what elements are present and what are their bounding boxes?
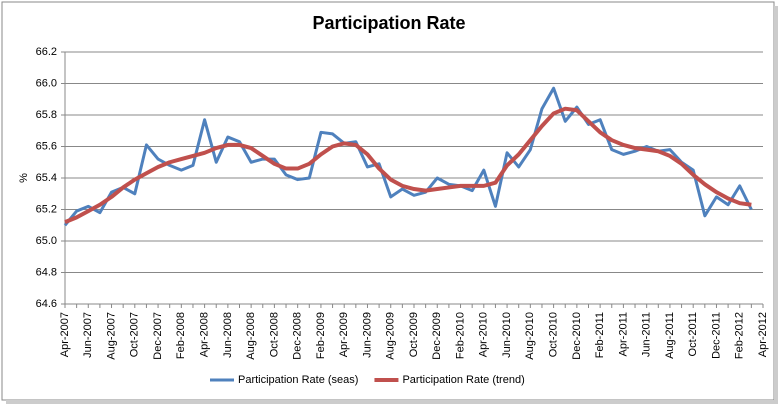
- x-tick-label: Apr-2008: [199, 312, 211, 357]
- x-tick-label: Jun-2007: [82, 312, 94, 358]
- x-tick-label: Apr-2011: [617, 312, 629, 356]
- chart-frame: [1, 1, 775, 401]
- legend-label: Participation Rate (trend): [402, 374, 524, 386]
- y-tick-label: 64.6: [36, 298, 57, 310]
- x-tick-label: Dec-2007: [152, 312, 164, 360]
- x-tick-label: Feb-2012: [734, 312, 746, 359]
- x-tick-label: Oct-2007: [129, 312, 141, 357]
- y-tick-label: 65.0: [36, 235, 57, 247]
- x-tick-label: Feb-2011: [594, 312, 606, 358]
- y-tick-label: 66.0: [36, 77, 57, 89]
- x-tick-label: Aug-2009: [385, 312, 397, 360]
- y-tick-label: 65.2: [36, 203, 57, 215]
- frame-shadow: [774, 6, 778, 404]
- series-line: [64, 106, 752, 224]
- x-tick-label: Oct-2009: [408, 312, 420, 357]
- legend-label: Participation Rate (seas): [238, 374, 358, 386]
- y-tick-label: 66.2: [36, 46, 57, 58]
- x-tick-label: Jun-2008: [222, 312, 234, 358]
- x-tick-label: Aug-2007: [105, 312, 117, 360]
- x-tick-label: Jun-2011: [641, 312, 653, 357]
- y-axis-label: %: [18, 173, 30, 183]
- x-tick-label: Dec-2008: [292, 312, 304, 360]
- x-tick-label: Dec-2009: [431, 312, 443, 360]
- x-tick-label: Oct-2010: [548, 312, 560, 357]
- x-tick-label: Feb-2010: [454, 312, 466, 359]
- x-tick-label: Dec-2011: [710, 312, 722, 359]
- y-tick-label: 64.8: [36, 266, 57, 278]
- x-tick-label: Jun-2010: [501, 312, 513, 358]
- x-tick-label: Apr-2012: [757, 312, 769, 357]
- x-tick-label: Apr-2007: [59, 312, 71, 357]
- x-tick-label: Feb-2009: [315, 312, 327, 359]
- x-tick-label: Dec-2010: [571, 312, 583, 360]
- x-tick-label: Aug-2011: [664, 312, 676, 359]
- x-tick-label: Aug-2010: [524, 312, 536, 360]
- x-tick-label: Oct-2008: [268, 312, 280, 357]
- chart-title: Participation Rate: [312, 13, 465, 33]
- x-tick-label: Jun-2009: [361, 312, 373, 358]
- frame-shadow: [6, 400, 778, 404]
- x-tick-label: Apr-2009: [338, 312, 350, 357]
- x-tick-label: Apr-2010: [478, 312, 490, 357]
- x-tick-label: Oct-2011: [687, 312, 699, 356]
- series-line: [63, 86, 753, 227]
- x-tick-label: Feb-2008: [175, 312, 187, 359]
- y-tick-label: 65.6: [36, 140, 57, 152]
- x-tick-label: Aug-2008: [245, 312, 257, 360]
- y-tick-label: 65.8: [36, 109, 57, 121]
- y-tick-label: 65.4: [36, 172, 57, 184]
